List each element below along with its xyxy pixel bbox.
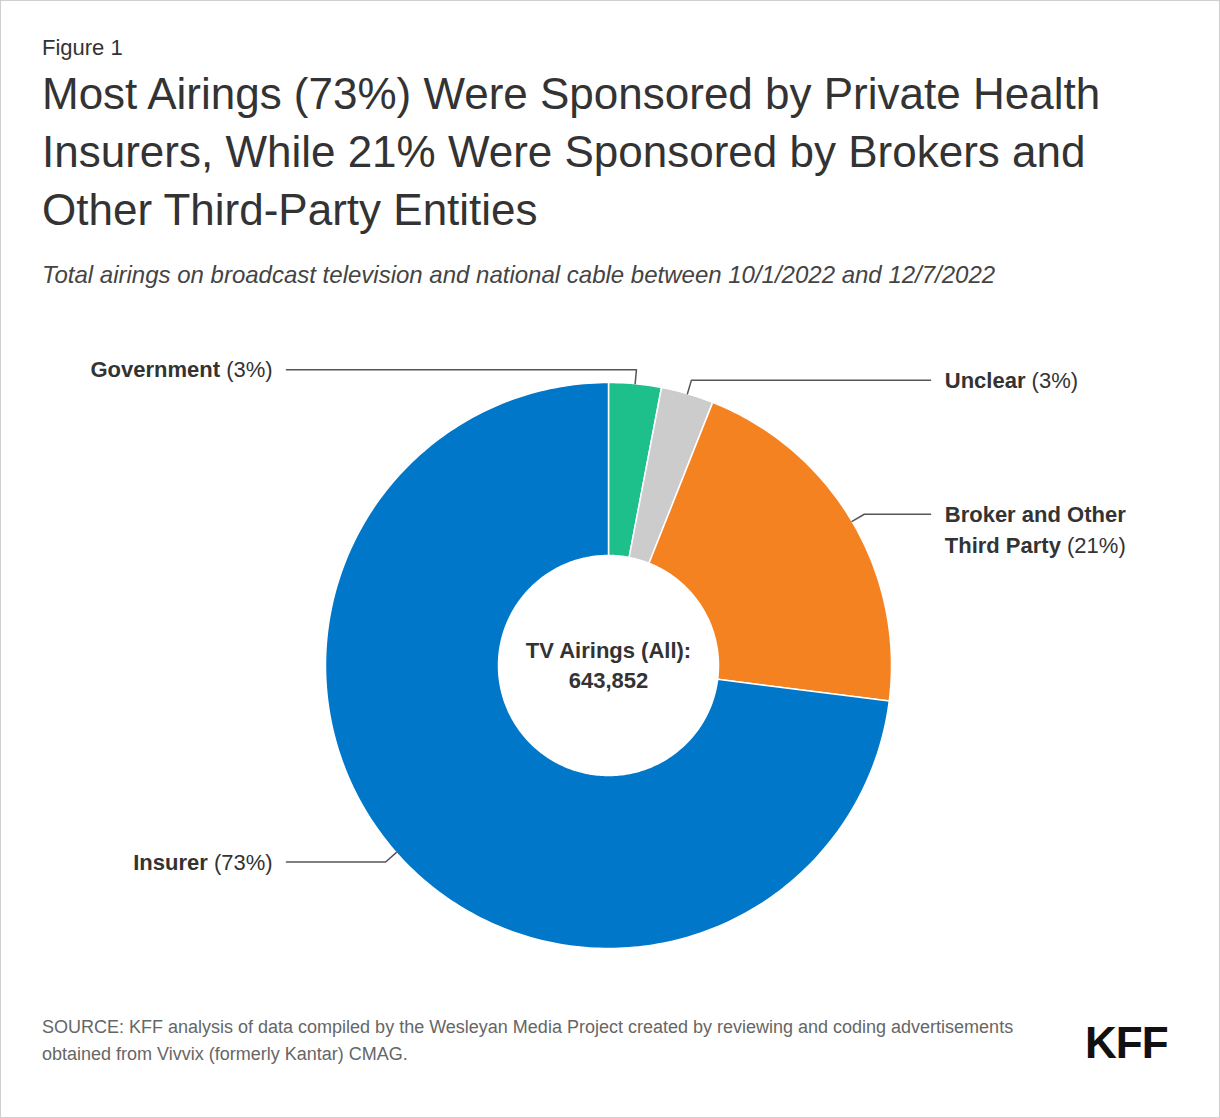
svg-text:TV Airings (All):: TV Airings (All): (526, 638, 691, 663)
html-text:Total airings on broadcast tel: Total airings on broadcast television an… (42, 261, 996, 288)
html-text:Figure 1: Figure 1 (42, 35, 123, 60)
svg-text:Government (3%): Government (3%) (90, 357, 272, 382)
html-text:SOURCE: KFF analysis of data c: SOURCE: KFF analysis of data compiled by… (42, 1017, 1014, 1064)
svg-text:Unclear (3%): Unclear (3%) (945, 368, 1078, 393)
svg-text:643,852: 643,852 (569, 668, 649, 693)
html-text:KFF: KFF (1085, 1018, 1168, 1067)
svg-text:Broker and Other: Broker and Other (945, 502, 1126, 527)
svg-text:Insurer (73%): Insurer (73%) (133, 850, 272, 875)
html-text:Most Airings (73%) Were Sponso: Most Airings (73%) Were Sponsored by Pri… (42, 69, 1101, 234)
svg-text:Third Party (21%): Third Party (21%) (945, 533, 1126, 558)
